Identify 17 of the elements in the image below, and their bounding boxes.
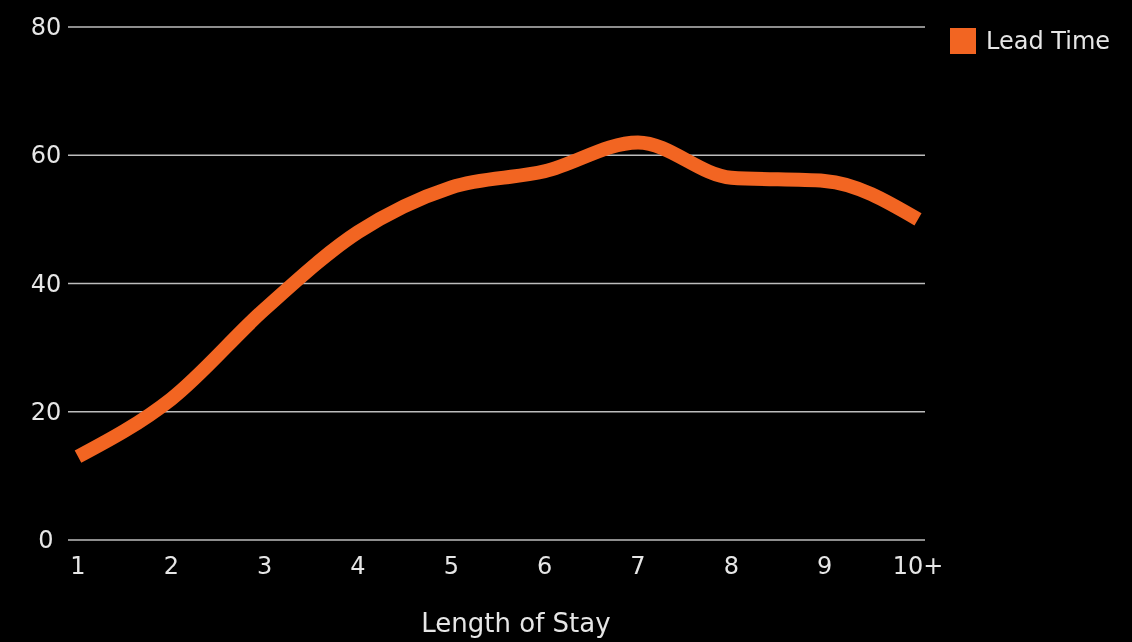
y-tick-label: 80 — [30, 13, 62, 41]
x-tick-label: 8 — [723, 552, 739, 580]
x-tick-label: 6 — [537, 552, 553, 580]
x-tick-label: 3 — [257, 552, 273, 580]
x-tick-label: 4 — [350, 552, 366, 580]
y-tick-label: 60 — [30, 141, 62, 170]
x-axis-title: Length of Stay — [421, 608, 611, 638]
x-tick-label: 10+ — [892, 552, 944, 580]
x-tick-label: 9 — [817, 552, 833, 580]
x-tick-label: 1 — [70, 552, 86, 580]
x-tick-label: 5 — [443, 552, 459, 580]
y-tick-label: 40 — [30, 269, 62, 298]
y-tick-label: 20 — [30, 397, 62, 426]
x-tick-label: 7 — [630, 552, 646, 580]
y-tick-label: 0 — [38, 526, 54, 554]
legend-label: Lead Time — [986, 27, 1111, 55]
x-tick-label: 2 — [163, 552, 179, 580]
